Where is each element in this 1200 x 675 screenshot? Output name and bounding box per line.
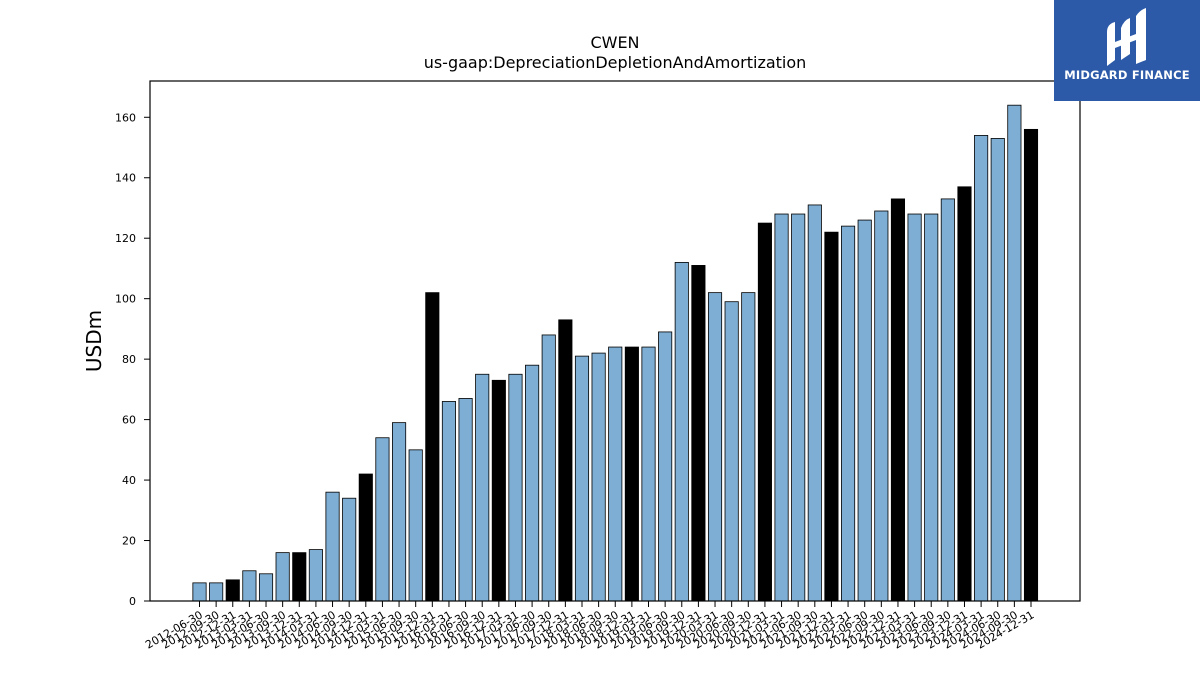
y-tick-label: 20 [122,535,136,548]
y-tick-label: 0 [129,595,136,608]
bar-2014-06-30 [325,491,340,602]
bar-2024-06-30 [990,138,1005,602]
y-tick-label: 160 [115,111,136,124]
bar-2014-12-31 [358,473,373,602]
bar-2012-09-30 [209,582,224,602]
bar-2022-09-30 [874,210,889,602]
bar-2018-12-31 [624,346,639,602]
bar-2024-12-31 [1023,128,1039,602]
y-tick-label: 60 [122,414,136,427]
bar-2019-09-30 [674,261,689,602]
bar-2019-03-31 [641,346,656,602]
logo-text: MIDGARD FINANCE [1064,68,1190,82]
bar-2022-03-31 [841,225,856,602]
bar-2013-12-31 [292,552,307,602]
bar-2023-09-30 [940,198,955,602]
bar-2016-06-30 [458,398,473,602]
bar-2014-09-30 [342,497,357,602]
y-tick-label: 40 [122,474,136,487]
bar-2022-12-31 [890,198,906,602]
y-axis-label: USDm [82,310,106,372]
bar-2024-03-31 [974,135,989,602]
bar-2020-06-30 [724,301,739,602]
bar-2023-03-31 [907,213,922,602]
bar-2019-12-31 [691,265,706,602]
bar-2018-06-30 [591,352,606,602]
bar-2015-09-30 [408,449,423,602]
bar-2021-09-30 [807,204,822,602]
x-axis: 2012-06-302012-09-302012-12-312013-03-31… [143,601,1037,652]
bar-2023-06-30 [924,213,939,602]
y-axis: 0 20 40 60 80 100 120 140 160 [115,111,150,608]
y-tick-label: 80 [122,353,136,366]
bar-2016-09-30 [475,373,490,602]
midgard-logo-icon [1107,8,1146,66]
bar-2012-06-30 [192,582,207,602]
bar-2020-09-30 [741,292,756,602]
y-tick-label: 100 [115,293,136,306]
bar-2016-03-31 [441,401,456,602]
midgard-logo: MIDGARD FINANCE [1054,0,1200,101]
bar-2017-03-31 [508,373,523,602]
bar-2019-06-30 [658,331,673,602]
bars-group [192,104,1039,602]
bar-2021-06-30 [791,213,806,602]
bar-2014-03-31 [308,549,323,602]
bar-2022-06-30 [857,219,872,602]
plot-frame [149,80,1081,602]
bar-2020-03-31 [707,292,723,602]
bar-2016-12-31 [491,379,506,602]
bar-2017-12-31 [558,319,573,602]
bar-2020-12-31 [757,222,772,602]
y-tick-label: 120 [115,232,136,245]
bar-2013-09-30 [275,552,290,602]
bar-2017-09-30 [541,334,556,602]
bar-2017-06-30 [525,364,540,602]
bar-2013-03-31 [242,570,257,602]
bar-2015-06-30 [392,422,407,602]
bar-2013-06-30 [258,573,274,602]
bar-2018-03-31 [574,355,590,602]
chart-subtitle: us-gaap:DepreciationDepletionAndAmortiza… [424,53,807,72]
y-tick-label: 140 [115,172,136,185]
bar-2015-03-31 [375,437,390,602]
bar-2021-12-31 [824,231,839,602]
bar-2012-12-31 [225,579,240,602]
bar-2024-09-30 [1007,104,1022,602]
bar-2023-12-31 [957,186,972,602]
bar-2021-03-31 [774,213,789,602]
chart-title: CWEN [590,33,639,52]
bar-2018-09-30 [608,346,623,602]
bar-2015-12-31 [425,292,440,602]
